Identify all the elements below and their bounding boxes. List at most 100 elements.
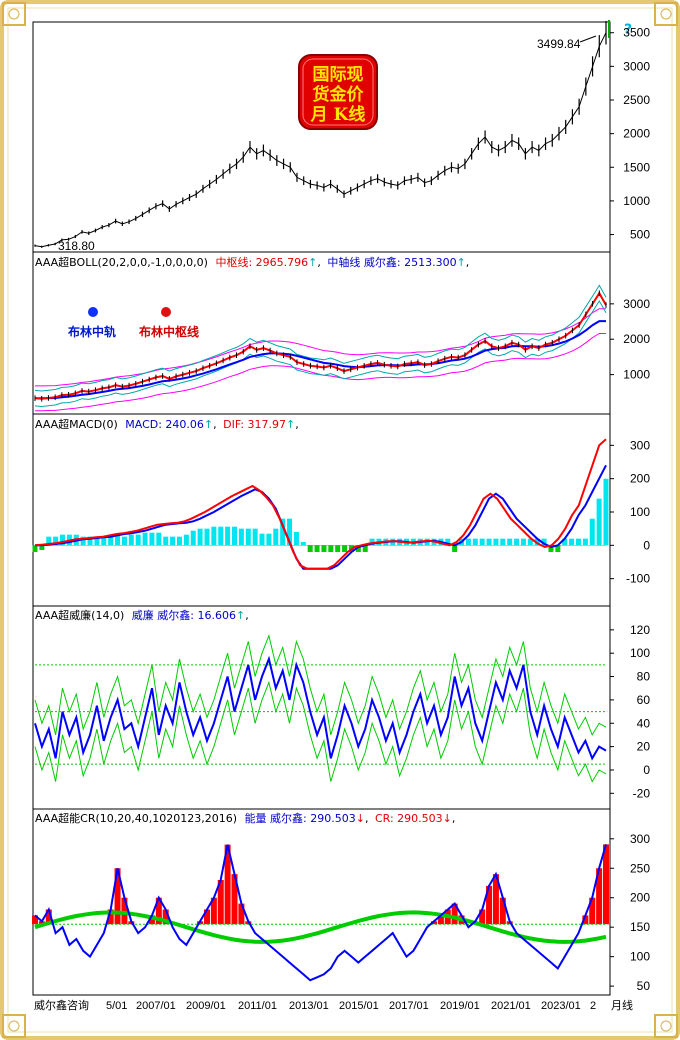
macd-dif-label: DIF: 317.97	[223, 418, 286, 431]
macd-value-label: MACD: 240.06	[125, 418, 204, 431]
boll-upper-band	[35, 308, 606, 387]
price-high-pointer	[579, 35, 597, 43]
cr-energy-label: 能量 威尔鑫: 290.503	[245, 811, 356, 825]
price-high-label: 3499.84	[537, 37, 581, 51]
legend-blue-dot-icon	[88, 307, 98, 317]
y-tick-label: 40	[637, 716, 651, 730]
boll-cyan-upper	[34, 284, 607, 392]
y-tick-label: 2000	[623, 332, 650, 346]
title-badge: 国际现 货金价 月 K线	[298, 54, 378, 130]
wilder-upper-band	[34, 634, 607, 737]
boll-legend: 布林中轨 布林中枢线	[68, 307, 199, 339]
y-tick-label: 1000	[623, 194, 650, 208]
cr-energy-arrow: ↓	[356, 812, 365, 825]
chart-marks: 500100015002000250030003500100020003000-…	[32, 20, 651, 993]
boll-mid-line	[34, 291, 607, 400]
y-tick-label: 20	[637, 740, 651, 754]
y-tick-label: 200	[630, 891, 650, 905]
corner-ornament-br	[654, 1014, 678, 1038]
y-tick-label: 100	[630, 505, 650, 519]
macd-dif-arrow: ↑	[286, 418, 295, 431]
badge-line-3: 月 K线	[310, 104, 366, 125]
macd-up-arrow: ↑	[204, 418, 213, 431]
date-tick-label: 2019/01	[440, 1000, 480, 1012]
date-tick-label: 2017/01	[389, 1000, 429, 1012]
boll-sep-2: ,	[466, 256, 470, 269]
boll-header: AAA超BOLL(20,2,0,0,-1,0,0,0,0)	[35, 255, 208, 269]
cr-sep-1: ,	[365, 812, 369, 825]
dif-line	[34, 438, 607, 570]
y-tick-label: 120	[630, 623, 650, 637]
cr-value-label: CR: 290.503	[375, 812, 443, 825]
boll-axis-arrow: ↑	[457, 256, 466, 269]
boll-axis-label: 中轴线 威尔鑫: 2513.300	[327, 255, 456, 269]
macd-sep-2: ,	[295, 418, 299, 431]
y-tick-label: 100	[630, 646, 650, 660]
boll-cyan-lower	[34, 300, 607, 408]
y-tick-label: -100	[626, 572, 650, 586]
wilder-value-label: 威廉 威尔鑫: 16.606	[132, 608, 236, 622]
svg-text:AAA超BOLL(20,2,0,0,-1,0,0,0,0): AAA超BOLL(20,2,0,0,-1,0,0,0,0) 中枢线: 2965.…	[35, 255, 469, 269]
footer-period: 月线	[611, 998, 633, 1012]
wilder-header: AAA超威廉(14,0)	[35, 608, 124, 622]
y-tick-label: 1500	[623, 160, 650, 174]
date-tick-label: 2007/01	[136, 1000, 176, 1012]
wilder-up-arrow: ↑	[236, 609, 245, 622]
y-tick-label: 150	[630, 920, 650, 934]
boll-axis-line	[35, 320, 606, 400]
date-axis: 5/01 2007/01 2009/01 2011/01 2013/01 2015/01 2…	[106, 1000, 596, 1012]
boll-mid-arrow: ↑	[308, 256, 317, 269]
y-tick-label: 80	[637, 670, 651, 684]
date-tick-label: 2021/01	[491, 1000, 531, 1012]
price-line	[34, 32, 607, 248]
legend-red-dot-icon	[161, 307, 171, 317]
cr-ma-line	[34, 910, 607, 944]
legend-mid-label: 布林中枢线	[139, 324, 199, 339]
date-tick-label: 2013/01	[289, 1000, 329, 1012]
date-tick-label: 2009/01	[186, 1000, 226, 1012]
y-tick-label: 2000	[623, 127, 650, 141]
boll-sep-1: ,	[317, 256, 321, 269]
wilder-lower-band	[34, 680, 607, 783]
wilder-sep: ,	[245, 609, 249, 622]
date-tick-label: 2015/01	[339, 1000, 379, 1012]
footer-brand: 威尔鑫咨询	[34, 998, 89, 1012]
date-tick-label: 2023/01	[541, 1000, 581, 1012]
y-tick-label: 300	[630, 832, 650, 846]
cr-panel	[32, 808, 611, 996]
y-tick-label: 0	[643, 538, 650, 552]
wilder-line	[34, 655, 607, 761]
y-tick-label: 3500	[623, 26, 650, 40]
y-tick-label: 3000	[623, 59, 650, 73]
badge-line-1: 国际现	[313, 65, 364, 85]
corner-ornament-bl	[2, 1014, 26, 1038]
y-tick-label: 100	[630, 950, 650, 964]
svg-text:AAA超威廉(14,0) 威廉 威尔鑫: 16.60: AAA超威廉(14,0) 威廉 威尔鑫: 16.606↑,	[35, 608, 249, 622]
cr-line	[34, 844, 607, 982]
y-tick-label: 60	[637, 693, 651, 707]
y-tick-label: 500	[630, 228, 650, 242]
y-tick-label: 200	[630, 472, 650, 486]
cr-value-arrow: ↓	[443, 812, 452, 825]
cr-sep-2: ,	[452, 812, 456, 825]
price-low-label: 318.80	[58, 239, 95, 253]
macd-header: AAA超MACD(0)	[35, 417, 118, 431]
y-tick-label: 3000	[623, 297, 650, 311]
y-tick-label: 2500	[623, 93, 650, 107]
svg-text:AAA超MACD(0) MACD: 240.06↑,: AAA超MACD(0) MACD: 240.06↑, DIF: 317.97↑,	[35, 417, 299, 431]
help-icon[interactable]: ?	[624, 22, 632, 38]
boll-mid-label: 中枢线: 2965.796	[215, 255, 308, 269]
y-tick-label: 300	[630, 438, 650, 452]
macd-sep-1: ,	[213, 418, 217, 431]
y-tick-label: -20	[633, 786, 651, 800]
svg-text:AAA超能CR(10,20,40,1020123,2016): AAA超能CR(10,20,40,1020123,2016) 能量 威尔鑫: 2…	[35, 811, 455, 825]
y-tick-label: 50	[637, 979, 651, 993]
date-tick-label: 2011/01	[238, 1000, 277, 1012]
date-tick-label: 2	[590, 1000, 596, 1012]
corner-ornament-tl	[2, 2, 26, 26]
badge-line-2: 货金价	[313, 84, 365, 105]
date-tick-label: 5/01	[106, 1000, 127, 1012]
y-tick-label: 0	[643, 763, 650, 777]
y-tick-label: 250	[630, 861, 650, 875]
